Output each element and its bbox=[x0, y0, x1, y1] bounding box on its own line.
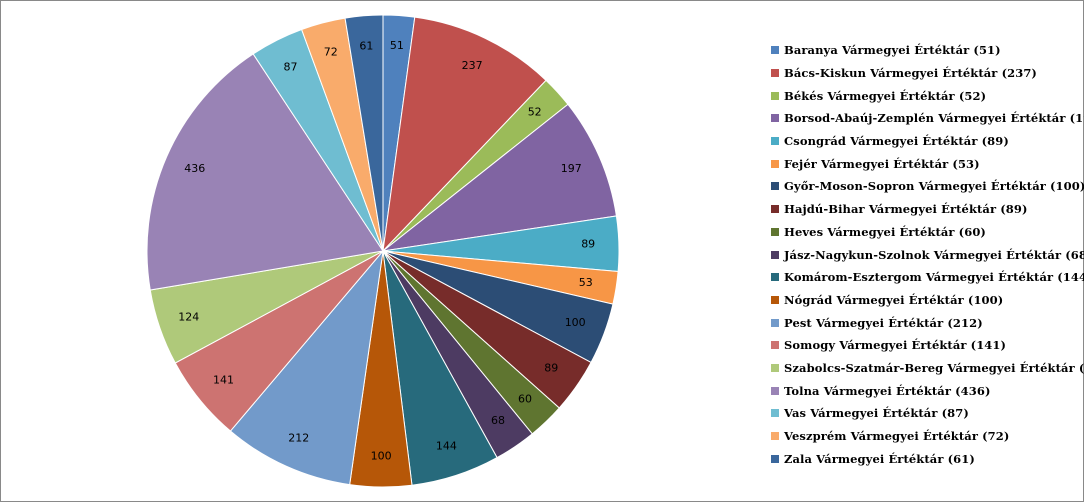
slice-value-label: 52 bbox=[528, 106, 542, 119]
legend-item: Komárom-Esztergom Vármegyei Értéktár (14… bbox=[771, 266, 1084, 289]
slice-value-label: 87 bbox=[284, 61, 298, 74]
legend-swatch bbox=[771, 386, 779, 395]
slice-value-label: 436 bbox=[184, 162, 205, 175]
slice-value-label: 60 bbox=[518, 392, 532, 405]
slice-value-label: 100 bbox=[565, 316, 586, 329]
legend-item: Bács-Kiskun Vármegyei Értéktár (237) bbox=[771, 62, 1076, 85]
legend-label: Szabolcs-Szatmár-Bereg Vármegyei Értéktá… bbox=[784, 360, 1084, 375]
legend-item: Borsod-Abaúj-Zemplén Vármegyei Értéktár … bbox=[771, 107, 1084, 130]
legend-label: Fejér Vármegyei Értéktár (53) bbox=[784, 156, 980, 171]
legend-label: Veszprém Vármegyei Értéktár (72) bbox=[784, 429, 1010, 444]
legend-swatch bbox=[771, 273, 779, 282]
legend-item: Veszprém Vármegyei Értéktár (72) bbox=[771, 425, 1076, 448]
legend-label: Vas Vármegyei Értéktár (87) bbox=[784, 406, 969, 421]
slice-value-label: 237 bbox=[462, 59, 483, 72]
legend-item: Győr-Moson-Sopron Vármegyei Értéktár (10… bbox=[771, 175, 1084, 198]
legend-swatch bbox=[771, 205, 779, 214]
slice-value-label: 51 bbox=[390, 39, 404, 52]
legend-label: Somogy Vármegyei Értéktár (141) bbox=[784, 338, 1007, 353]
legend-swatch bbox=[771, 454, 779, 463]
chart-legend: Baranya Vármegyei Értéktár (51) Bács-Kisk… bbox=[771, 39, 1084, 470]
legend-item: Tolna Vármegyei Értéktár (436) bbox=[771, 379, 1076, 402]
pie-slice-2 bbox=[382, 16, 547, 253]
legend-label: Csongrád Vármegyei Értéktár (89) bbox=[784, 134, 1009, 149]
legend-swatch bbox=[771, 363, 779, 372]
legend-item: Somogy Vármegyei Értéktár (141) bbox=[771, 334, 1076, 357]
legend-label: Jász-Nagykun-Szolnok Vármegyei Értéktár … bbox=[784, 247, 1084, 262]
slice-value-label: 144 bbox=[436, 439, 457, 452]
legend-item: Békés Vármegyei Értéktár (52) bbox=[771, 84, 1076, 107]
pie-slice-16 bbox=[146, 53, 384, 291]
legend-swatch bbox=[771, 341, 779, 350]
slice-value-label: 68 bbox=[491, 414, 505, 427]
slice-value-label: 124 bbox=[178, 311, 199, 324]
legend-item: Jász-Nagykun-Szolnok Vármegyei Értéktár … bbox=[771, 243, 1084, 266]
legend-item: Baranya Vármegyei Értéktár (51) bbox=[771, 39, 1076, 62]
legend-item: Zala Vármegyei Értéktár (61) bbox=[771, 447, 1076, 470]
pie-slice-4 bbox=[381, 103, 617, 252]
legend-label: Borsod-Abaúj-Zemplén Vármegyei Értéktár … bbox=[784, 111, 1084, 126]
legend-swatch bbox=[771, 114, 779, 123]
legend-item: Csongrád Vármegyei Értéktár (89) bbox=[771, 130, 1076, 153]
legend-swatch bbox=[771, 137, 779, 146]
legend-label: Tolna Vármegyei Értéktár (436) bbox=[784, 383, 991, 398]
legend-label: Heves Vármegyei Értéktár (60) bbox=[784, 224, 986, 239]
legend-swatch bbox=[771, 250, 779, 259]
legend-swatch bbox=[771, 46, 779, 55]
legend-item: Heves Vármegyei Értéktár (60) bbox=[771, 221, 1076, 244]
legend-label: Békés Vármegyei Értéktár (52) bbox=[784, 88, 987, 103]
legend-swatch bbox=[771, 159, 779, 168]
legend-item: Pest Vármegyei Értéktár (212) bbox=[771, 311, 1076, 334]
legend-label: Bács-Kiskun Vármegyei Értéktár (237) bbox=[784, 66, 1037, 81]
slice-value-label: 89 bbox=[581, 238, 595, 251]
legend-label: Zala Vármegyei Értéktár (61) bbox=[784, 451, 975, 466]
legend-label: Baranya Vármegyei Értéktár (51) bbox=[784, 43, 1001, 58]
legend-swatch bbox=[771, 69, 779, 78]
pie-slice-13 bbox=[229, 249, 384, 486]
legend-item: Fejér Vármegyei Értéktár (53) bbox=[771, 152, 1076, 175]
legend-label: Komárom-Esztergom Vármegyei Értéktár (14… bbox=[784, 270, 1084, 285]
slice-value-label: 61 bbox=[359, 39, 373, 52]
legend-item: Szabolcs-Szatmár-Bereg Vármegyei Értéktá… bbox=[771, 357, 1084, 380]
slice-value-label: 100 bbox=[371, 449, 392, 462]
slice-value-label: 53 bbox=[579, 276, 593, 289]
legend-swatch bbox=[771, 182, 779, 191]
slice-value-label: 89 bbox=[544, 362, 558, 375]
legend-item: Hajdú-Bihar Vármegyei Értéktár (89) bbox=[771, 198, 1076, 221]
legend-swatch bbox=[771, 409, 779, 418]
legend-item: Vas Vármegyei Értéktár (87) bbox=[771, 402, 1076, 425]
legend-swatch bbox=[771, 91, 779, 100]
legend-swatch bbox=[771, 295, 779, 304]
slice-value-label: 141 bbox=[213, 373, 234, 386]
legend-swatch bbox=[771, 318, 779, 327]
legend-label: Nógrád Vármegyei Értéktár (100) bbox=[784, 292, 1004, 307]
pie-slice-19 bbox=[344, 14, 384, 252]
slice-value-label: 197 bbox=[561, 162, 582, 175]
legend-label: Pest Vármegyei Értéktár (212) bbox=[784, 315, 983, 330]
legend-item: Nógrád Vármegyei Értéktár (100) bbox=[771, 289, 1076, 312]
legend-swatch bbox=[771, 432, 779, 441]
slice-value-label: 72 bbox=[324, 45, 338, 58]
legend-label: Hajdú-Bihar Vármegyei Értéktár (89) bbox=[784, 202, 1028, 217]
legend-swatch bbox=[771, 227, 779, 236]
slice-value-label: 212 bbox=[288, 431, 309, 444]
legend-label: Győr-Moson-Sopron Vármegyei Értéktár (10… bbox=[784, 179, 1084, 194]
